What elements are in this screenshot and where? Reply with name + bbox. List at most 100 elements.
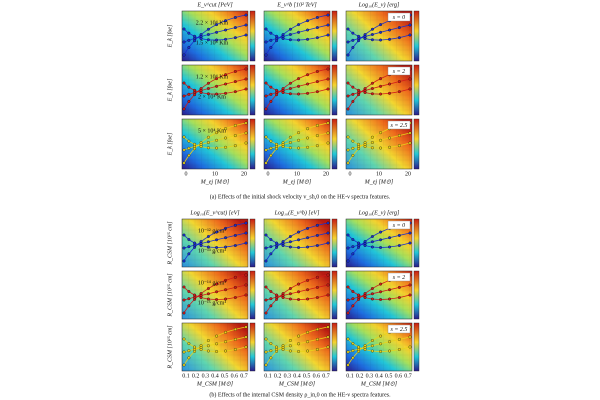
curve-dot [297, 230, 301, 234]
curve-dot [297, 84, 301, 88]
curve-dot [288, 344, 292, 348]
row-label: s = 2 [393, 69, 405, 75]
curve-dot [233, 275, 237, 279]
curve-dot [206, 339, 210, 342]
curve-dot [264, 94, 268, 98]
curve-dot [326, 231, 330, 235]
y-label: E_k [foe] [166, 78, 173, 102]
curve-dot [370, 33, 374, 36]
curve-dot [281, 244, 285, 247]
curve-dot [264, 350, 268, 354]
curve-dot [326, 273, 330, 277]
curve-dot [233, 90, 237, 94]
curve-dot [187, 31, 191, 35]
curve-dot [326, 13, 330, 17]
curve-dot [346, 107, 350, 111]
curve-dot [264, 53, 268, 57]
curve-dot [224, 73, 227, 77]
caption: (b) Effects of the internal CSM density … [209, 391, 391, 398]
curve-dot [215, 30, 219, 34]
curve-dot [233, 296, 237, 299]
curve-dot [269, 92, 273, 96]
curve-dot [288, 235, 292, 238]
curve-dot [182, 298, 186, 302]
y-label: R_CSM [10¹⁵ cm] [167, 221, 173, 266]
curve-dot [187, 154, 191, 157]
curve-dot [288, 240, 292, 244]
curve-dot [233, 285, 237, 289]
column-title: E_ν^b [10² TeV] [276, 2, 317, 8]
curve-dot [346, 363, 350, 367]
curve-dot [199, 296, 203, 299]
curve-dot [306, 28, 309, 32]
x-tick-label: 0.3 [284, 373, 292, 379]
curve-dot [370, 344, 374, 348]
curve-dot [315, 26, 319, 30]
curve-dot [182, 81, 186, 85]
curve-dot [275, 88, 278, 92]
curve-dot [297, 350, 301, 353]
curve-dot [351, 290, 355, 293]
curve-dot [388, 82, 391, 86]
colorbar [413, 118, 420, 170]
colorbar [413, 64, 420, 116]
curve-dot [297, 342, 301, 346]
curve-dot [388, 136, 391, 140]
curve-dot [306, 226, 309, 230]
curve-dot [351, 139, 355, 143]
curve-dot [269, 31, 273, 35]
curve-dot [288, 87, 292, 90]
curve-dot [379, 30, 383, 34]
curve-dot [315, 275, 319, 279]
column-title: Log₁₀(E_ν^cut) [eV] [189, 209, 240, 216]
curve-dot [397, 26, 401, 30]
colorbar [249, 64, 256, 116]
x-tick-label: 0.1 [182, 373, 190, 379]
curve-dot [193, 293, 196, 297]
curve-dot [182, 161, 186, 165]
curve-dot [379, 290, 383, 294]
curve-dot [199, 91, 203, 94]
curve-dot [264, 107, 268, 111]
curve-dot [357, 241, 360, 245]
row-label-box [387, 272, 411, 282]
curve-dot [264, 148, 268, 152]
curve-dot [351, 46, 355, 49]
curve-dot [187, 342, 191, 345]
curve-dot [346, 53, 350, 57]
curve-dot [182, 40, 186, 44]
curve-dot [288, 33, 292, 36]
curve-dot [215, 84, 219, 88]
colorbar [249, 118, 256, 170]
curve-dot [215, 38, 219, 42]
curve-dot [215, 138, 219, 142]
curve-dot [182, 259, 186, 263]
curve-dot [379, 350, 383, 353]
curve-dot [264, 259, 268, 263]
curve-dot [351, 238, 355, 241]
curve-dot [315, 244, 319, 247]
x-tick-label: 0 [349, 171, 352, 177]
curve-dot [363, 296, 367, 299]
curve-dot [244, 335, 248, 339]
annotation: 1.2 × 10⁴ Km [196, 74, 229, 80]
curve-dot [379, 298, 383, 301]
curve-dot [357, 34, 360, 38]
curve-dot [233, 244, 237, 247]
curve-dot [187, 356, 191, 360]
curve-dot [182, 233, 186, 237]
curve-dot [288, 287, 292, 290]
curve-dot [346, 311, 350, 315]
y-label: R_CSM [10¹⁵ cm] [167, 273, 173, 318]
curve-dot [244, 131, 248, 135]
curve-dot [346, 259, 350, 263]
curve-dot [397, 90, 401, 94]
x-tick-label: 0.4 [293, 373, 301, 379]
curve-dot [182, 107, 186, 111]
curve-dot [206, 146, 210, 150]
heatmap-cells [182, 11, 248, 61]
curve-dot [244, 67, 248, 71]
curve-dot [275, 345, 278, 349]
curve-dot [408, 87, 412, 91]
curve-dot [388, 245, 391, 249]
